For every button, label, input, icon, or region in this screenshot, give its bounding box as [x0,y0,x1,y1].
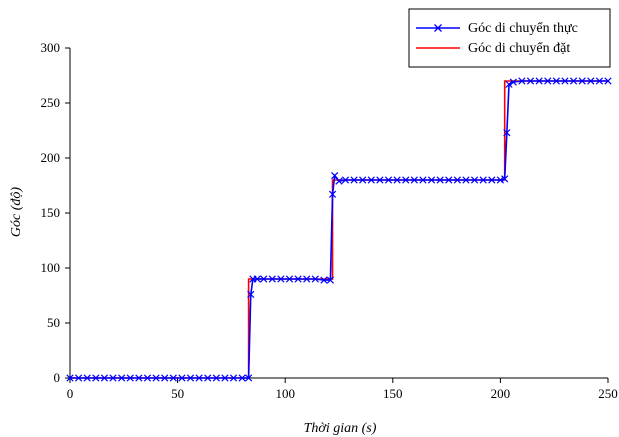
data-point-marker [92,374,100,382]
x-tick-label: 50 [171,386,184,401]
data-point-marker [244,374,253,382]
data-point-marker [578,77,586,85]
y-tick-label: 200 [41,150,61,165]
data-point-marker [419,176,427,184]
legend-box [408,8,611,68]
data-point-marker [350,176,358,184]
data-point-marker [66,374,74,382]
data-point-marker [229,374,238,382]
data-point-marker [518,77,526,85]
data-point-marker [169,374,177,382]
data-point-marker [178,374,186,382]
data-point-marker [604,77,612,85]
data-point-marker [152,374,160,382]
y-tick-label: 100 [41,260,61,275]
data-point-marker [253,275,261,283]
data-point-marker [367,176,375,184]
data-point-marker [83,374,91,382]
data-point-marker [260,275,268,283]
data-point-marker [135,374,143,382]
data-point-marker [238,374,246,382]
data-point-marker [186,374,195,382]
data-point-marker [496,176,505,184]
data-point-marker [221,374,229,382]
series-line-setpoint [70,80,608,379]
data-point-marker [195,374,203,382]
y-tick-label: 0 [54,370,61,385]
data-point-marker [470,176,479,184]
y-ticks: 0 50 100 150 200 250 300 [41,40,70,385]
data-point-marker [326,276,335,284]
data-point-marker [552,77,560,85]
data-point-marker [359,176,367,184]
data-point-marker [335,177,343,185]
legend-label-setpoint: Góc di chuyển đặt [468,41,570,56]
y-axis-title: Góc (độ) [9,187,24,237]
data-point-marker [505,80,513,88]
data-point-marker [503,129,511,137]
data-point-marker [376,176,384,184]
data-point-marker [331,171,339,180]
data-point-marker [311,275,319,283]
data-point-marker [526,77,535,85]
data-point-marker [118,374,126,382]
data-point-marker [109,374,117,382]
x-ticks: 0 50 100 150 200 250 [67,378,618,401]
data-point-marker [341,176,350,184]
legend: Góc di chuyển thực Góc di chuyển đặt [408,8,611,68]
data-point-marker [268,275,276,283]
data-point-marker [544,77,552,85]
y-tick-label: 50 [47,315,60,330]
data-point-marker [247,290,255,299]
data-point-marker [384,176,393,184]
data-point-marker [535,77,543,85]
data-point-marker [303,275,311,283]
legend-marker-actual [434,24,442,32]
x-tick-label: 200 [491,386,511,401]
data-point-marker [285,275,294,283]
data-point-marker [587,77,595,85]
data-point-marker [445,176,453,184]
x-tick-label: 250 [598,386,618,401]
data-point-marker [402,176,410,184]
data-point-marker [161,374,169,382]
data-point-marker [100,374,109,382]
data-point-marker [427,176,436,184]
data-point-marker [204,374,212,382]
data-point-marker [212,374,220,382]
data-point-marker [453,176,461,184]
data-point-marker [509,78,517,86]
data-point-marker [410,176,418,184]
data-point-marker [277,275,285,283]
y-tick-label: 300 [41,40,61,55]
x-tick-label: 100 [275,386,295,401]
data-point-marker [126,374,134,382]
data-point-marker [320,276,328,284]
x-tick-label: 150 [383,386,403,401]
data-point-marker [561,77,569,85]
x-axis-title: Thời gian (s) [304,421,377,436]
series-layer [66,77,612,382]
series-line-actual [70,80,608,379]
data-point-marker [479,176,487,184]
data-point-marker [569,77,578,85]
data-point-marker [462,176,470,184]
data-point-marker [143,374,152,382]
data-point-marker [393,176,401,184]
data-point-marker [488,176,496,184]
data-point-marker [595,77,604,85]
x-tick-label: 0 [67,386,74,401]
data-point-marker [328,190,337,198]
axes [69,48,608,379]
data-point-marker [74,374,83,382]
data-point-marker [294,275,302,283]
data-point-marker [436,176,444,184]
y-tick-label: 250 [41,95,61,110]
legend-label-actual: Góc di chuyển thực [468,21,578,36]
data-point-marker [501,175,509,183]
y-tick-label: 150 [41,205,61,220]
